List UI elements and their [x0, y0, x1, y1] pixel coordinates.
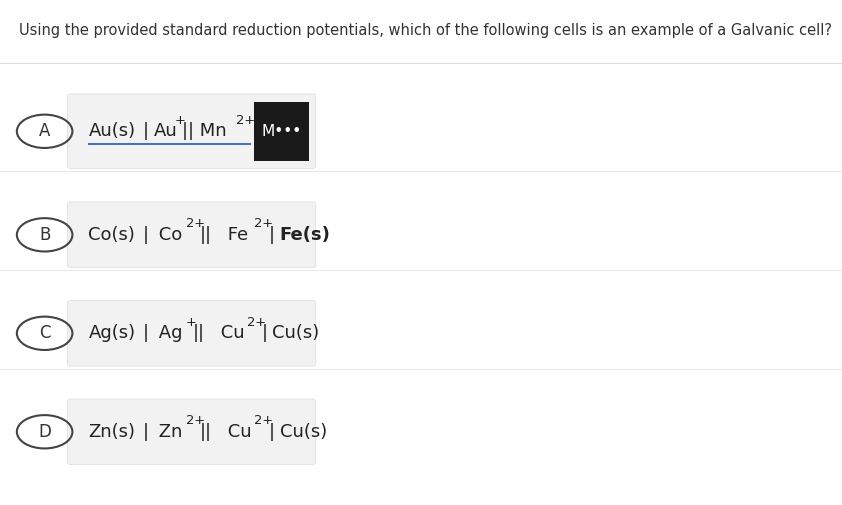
Text: Fe(s): Fe(s) — [280, 226, 330, 244]
Text: |: | — [269, 423, 274, 441]
Text: Au: Au — [153, 122, 177, 140]
Text: Cu: Cu — [222, 423, 252, 441]
Text: 2+: 2+ — [254, 217, 274, 230]
Text: |: | — [262, 324, 268, 342]
Text: |: | — [142, 423, 148, 441]
Text: Co(s): Co(s) — [88, 226, 136, 244]
Text: 2+: 2+ — [254, 414, 274, 427]
Text: Using the provided standard reduction potentials, which of the following cells i: Using the provided standard reduction po… — [19, 23, 832, 38]
Text: C: C — [39, 324, 51, 342]
Text: ||: || — [193, 324, 205, 342]
Text: |: | — [269, 226, 274, 244]
Text: |: | — [142, 226, 148, 244]
Text: Ag: Ag — [153, 324, 183, 342]
FancyBboxPatch shape — [67, 94, 316, 169]
Text: |: | — [142, 122, 148, 140]
Text: 2+: 2+ — [237, 114, 255, 127]
Text: Cu(s): Cu(s) — [280, 423, 327, 441]
Text: |: | — [142, 324, 148, 342]
FancyBboxPatch shape — [67, 202, 316, 268]
Text: D: D — [38, 423, 51, 441]
Text: Cu(s): Cu(s) — [272, 324, 320, 342]
Text: 2+: 2+ — [248, 316, 266, 329]
Text: Cu: Cu — [215, 324, 244, 342]
Text: Fe: Fe — [222, 226, 248, 244]
Text: B: B — [39, 226, 51, 244]
Text: || Mn: || Mn — [182, 122, 226, 140]
Text: ||: || — [200, 423, 212, 441]
Text: A: A — [39, 122, 51, 140]
Text: Zn: Zn — [153, 423, 183, 441]
FancyBboxPatch shape — [67, 399, 316, 465]
FancyBboxPatch shape — [254, 102, 309, 161]
Text: Au(s): Au(s) — [88, 122, 136, 140]
Text: +: + — [175, 114, 186, 127]
Text: Zn(s): Zn(s) — [88, 423, 136, 441]
Text: 2+: 2+ — [186, 217, 205, 230]
Text: ||: || — [200, 226, 212, 244]
Text: M•••: M••• — [261, 124, 301, 139]
Text: Ag(s): Ag(s) — [88, 324, 136, 342]
FancyBboxPatch shape — [67, 300, 316, 366]
Text: +: + — [186, 316, 197, 329]
Text: Co: Co — [153, 226, 183, 244]
Text: 2+: 2+ — [186, 414, 205, 427]
